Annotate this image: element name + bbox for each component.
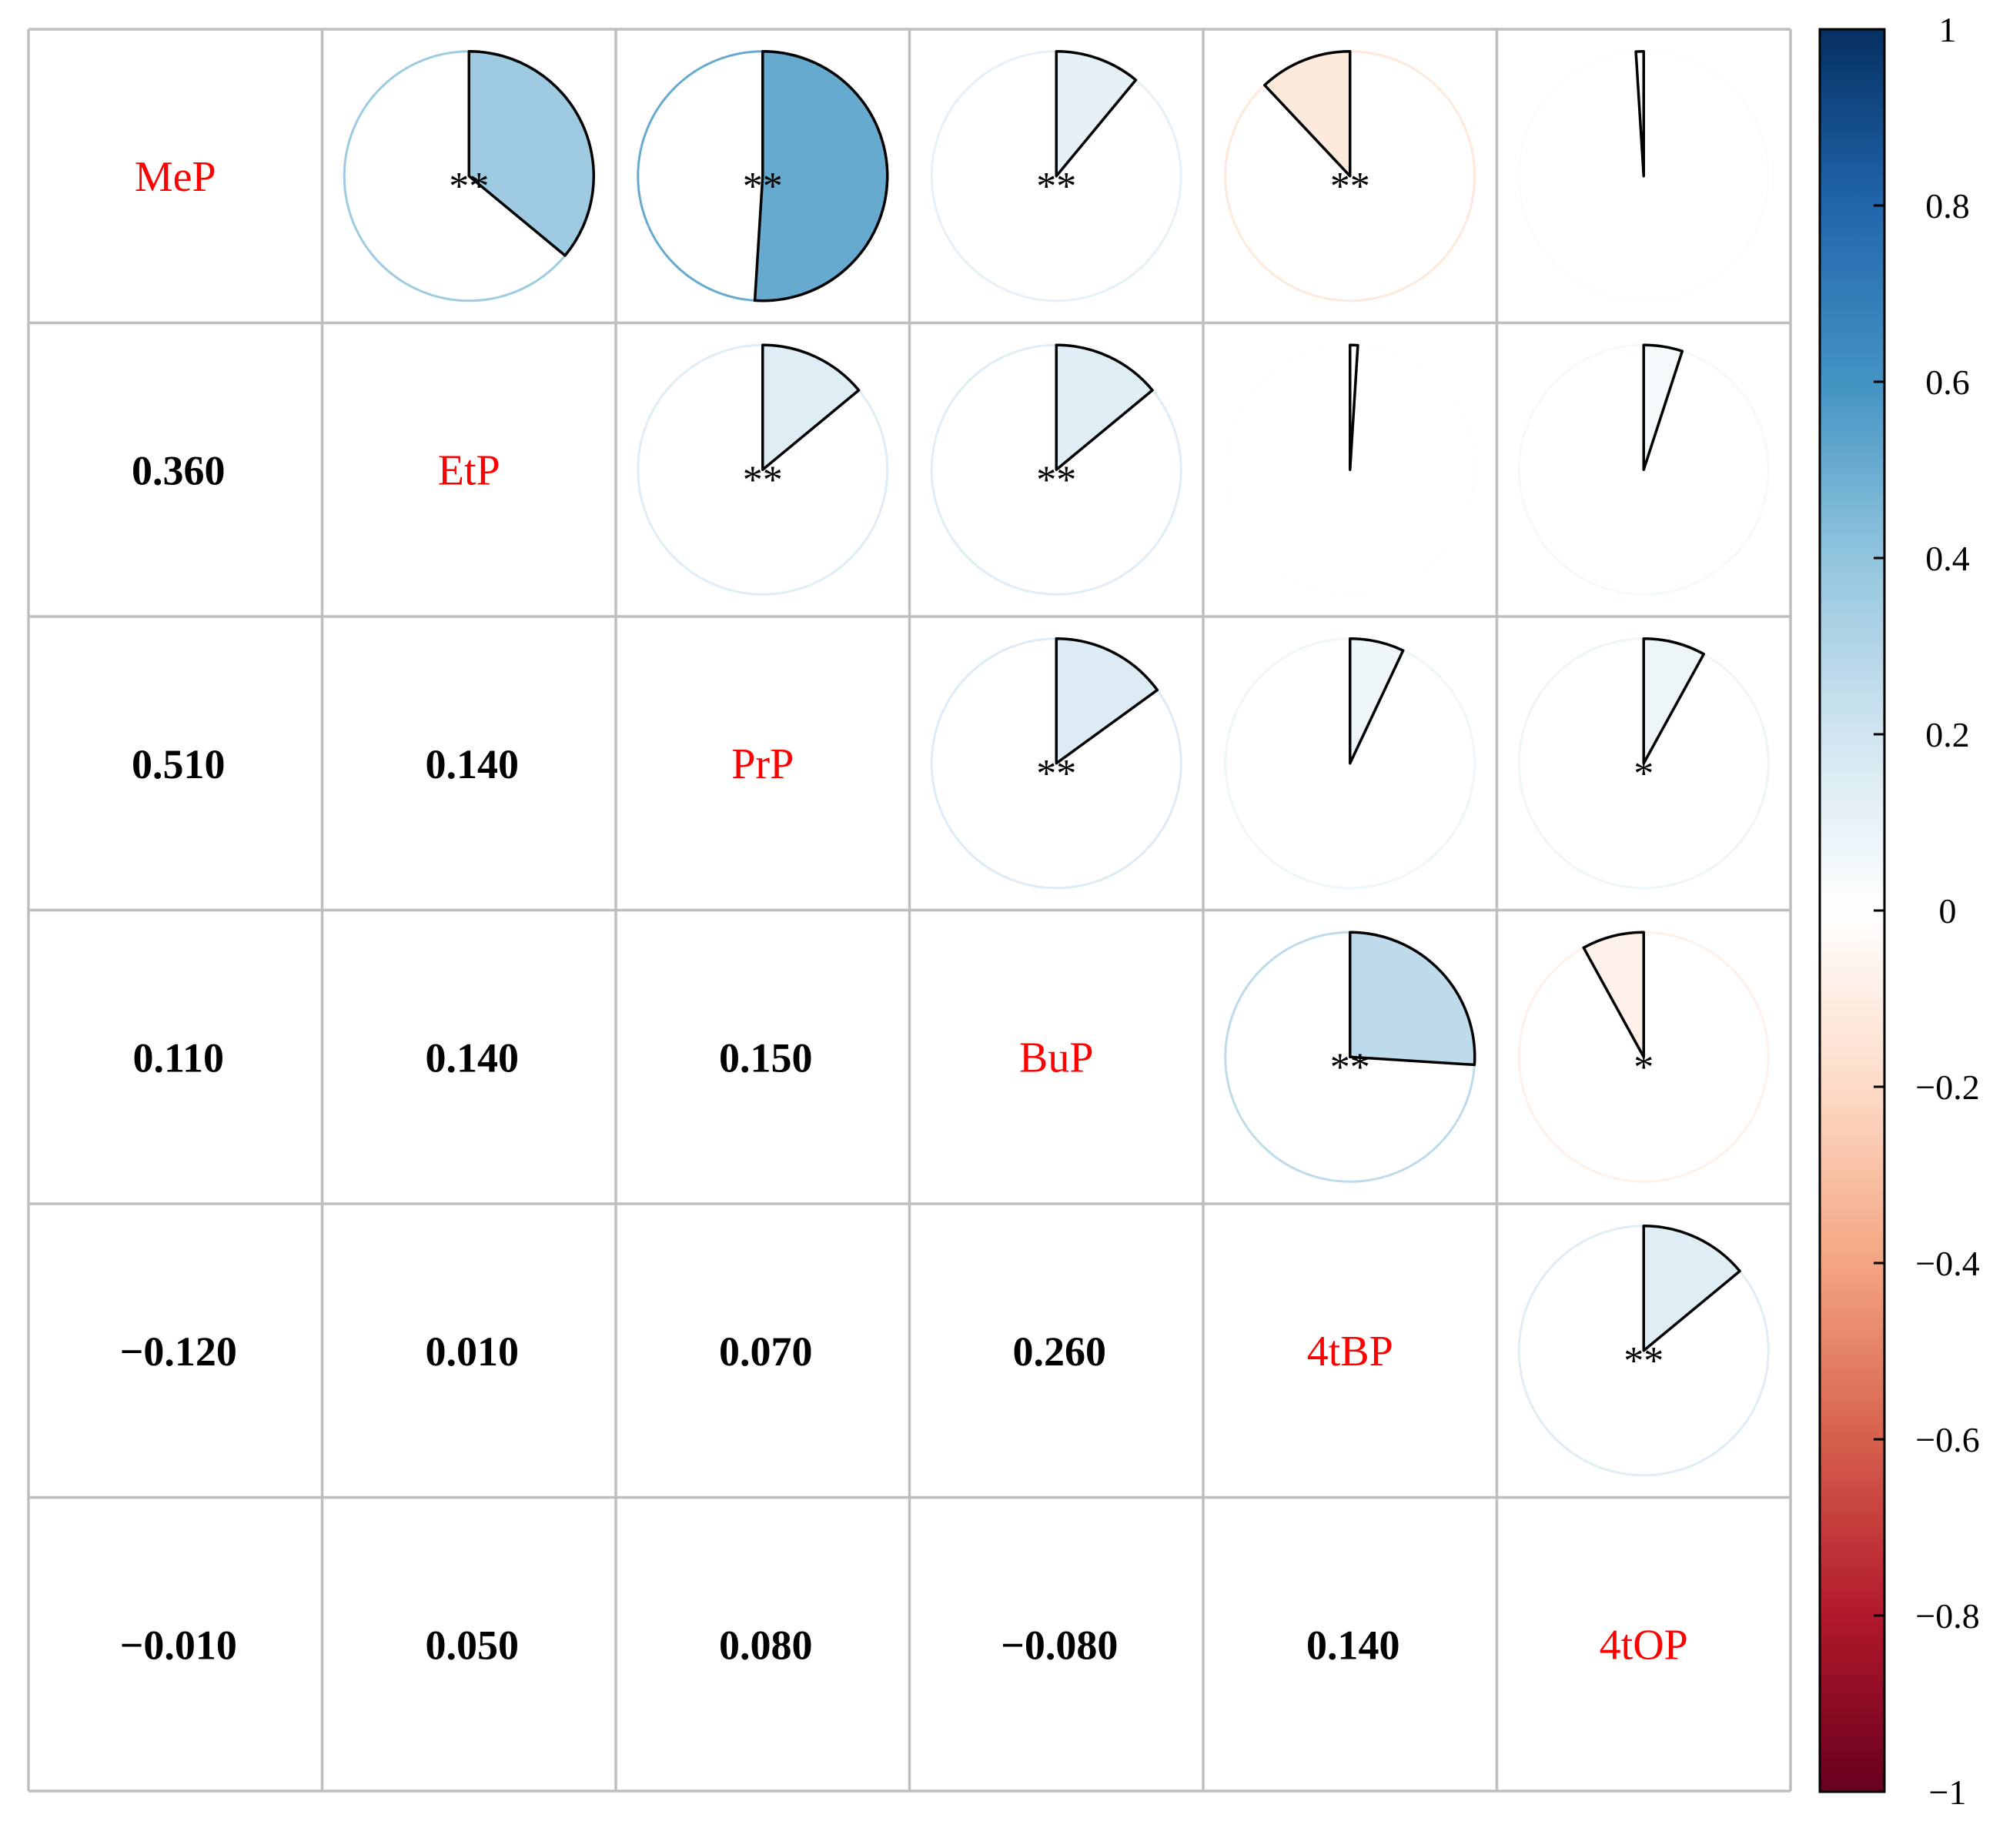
matrix-cell	[1496, 1497, 1791, 1791]
matrix-cell	[909, 1204, 1203, 1498]
correlation-value-label: 0.140	[426, 741, 520, 787]
correlation-value-label: 0.360	[132, 447, 226, 493]
correlation-value-label: 0.050	[426, 1622, 520, 1668]
correlation-value-label: 0.140	[426, 1034, 520, 1081]
matrix-cell	[322, 617, 616, 911]
diagonal-label: EtP	[438, 446, 500, 494]
matrix-marks: MeP EtP PrP BuP 4tBP 4tOP 0.360 0.510 0.140 0.110…	[120, 50, 1770, 1669]
significance-marker: **	[1036, 165, 1076, 209]
colorbar-tick-label: 0.2	[1925, 715, 1970, 754]
matrix-cell	[322, 1497, 616, 1791]
colorbar-tick-label: 0.8	[1925, 186, 1970, 226]
diagonal-label: 4tOP	[1600, 1621, 1688, 1669]
pie-wedge	[1634, 50, 1645, 178]
matrix-cell	[28, 617, 323, 911]
diagonal-label: 4tBP	[1307, 1328, 1393, 1375]
significance-marker: *	[1633, 752, 1654, 796]
colorbar-tick-label: −0.6	[1915, 1420, 1979, 1459]
matrix-cell	[616, 1204, 910, 1498]
matrix-cell	[28, 910, 323, 1204]
matrix-cell	[616, 910, 910, 1204]
matrix-grid	[27, 28, 1792, 1793]
matrix-cell	[28, 322, 323, 617]
matrix-cell	[322, 1204, 616, 1498]
significance-marker: **	[743, 458, 783, 502]
pie-wedge	[467, 50, 595, 257]
significance-marker: **	[1330, 1045, 1370, 1089]
significance-marker: **	[1330, 165, 1370, 209]
correlation-value-label: 0.110	[132, 1034, 224, 1081]
pie-wedge	[1263, 50, 1352, 178]
matrix-cell	[322, 910, 616, 1204]
matrix-cell	[616, 1497, 910, 1791]
pie-wedge	[753, 50, 889, 302]
matrix-cells	[28, 29, 1791, 1791]
matrix-cell	[28, 1204, 323, 1498]
correlation-value-label: −0.120	[120, 1328, 237, 1375]
correlation-value-label: −0.080	[1001, 1622, 1118, 1668]
pie-wedge	[1349, 343, 1359, 471]
matrix-cell	[322, 322, 616, 617]
colorbar-tick-label: 0.6	[1925, 363, 1970, 402]
pie-wedge	[1349, 931, 1476, 1067]
matrix-cell	[616, 617, 910, 911]
correlation-value-label: 0.080	[719, 1622, 813, 1668]
colorbar-tick-label: 0.4	[1925, 539, 1970, 578]
pie-wedge	[1055, 50, 1138, 178]
pie-wedge	[1582, 931, 1645, 1058]
correlation-value-label: −0.010	[120, 1622, 237, 1668]
matrix-cell	[28, 1497, 323, 1791]
matrix-cell	[909, 1497, 1203, 1791]
colorbar-tick-label: 0	[1939, 891, 1957, 931]
correlation-value-label: 0.140	[1306, 1622, 1400, 1668]
pie-wedge	[1349, 637, 1405, 765]
colorbar-tick-label: −0.8	[1915, 1596, 1979, 1636]
correlation-value-label: 0.150	[719, 1034, 813, 1081]
pie-wedge	[1055, 637, 1159, 765]
significance-marker: **	[1036, 752, 1076, 796]
correlation-value-label: 0.010	[426, 1328, 520, 1375]
matrix-cell	[1203, 1204, 1497, 1498]
significance-marker: **	[743, 165, 783, 209]
correlation-value-label: 0.070	[719, 1328, 813, 1375]
correlation-value-label: 0.510	[132, 741, 226, 787]
matrix-cell	[28, 29, 323, 323]
significance-marker: **	[1623, 1339, 1664, 1383]
pie-wedge	[1642, 1225, 1741, 1352]
diagonal-label: MeP	[135, 153, 216, 201]
pie-wedge	[1055, 343, 1154, 471]
correlation-value-label: 0.260	[1013, 1328, 1107, 1375]
colorbar-tick-label: −0.2	[1915, 1068, 1979, 1107]
significance-marker: *	[1633, 1045, 1654, 1089]
matrix-cell	[1203, 1497, 1497, 1791]
pie-wedge	[761, 343, 861, 471]
matrix-cell	[909, 910, 1203, 1204]
colorbar-tick-label: −1	[1929, 1773, 1967, 1812]
significance-marker: **	[449, 165, 489, 209]
colorbar-tick-label: 1	[1939, 10, 1957, 49]
diagonal-label: BuP	[1019, 1034, 1094, 1081]
significance-marker: **	[1036, 458, 1076, 502]
colorbar: 1 0.8 0.6 0.4 0.2 0 −0.2 −0.4 −0.6 −0.8 −1	[1818, 10, 1980, 1812]
pie-wedge	[1642, 343, 1684, 471]
pie-wedge	[1642, 637, 1706, 765]
diagonal-label: PrP	[731, 740, 794, 788]
colorbar-tick-label: −0.4	[1915, 1244, 1979, 1283]
